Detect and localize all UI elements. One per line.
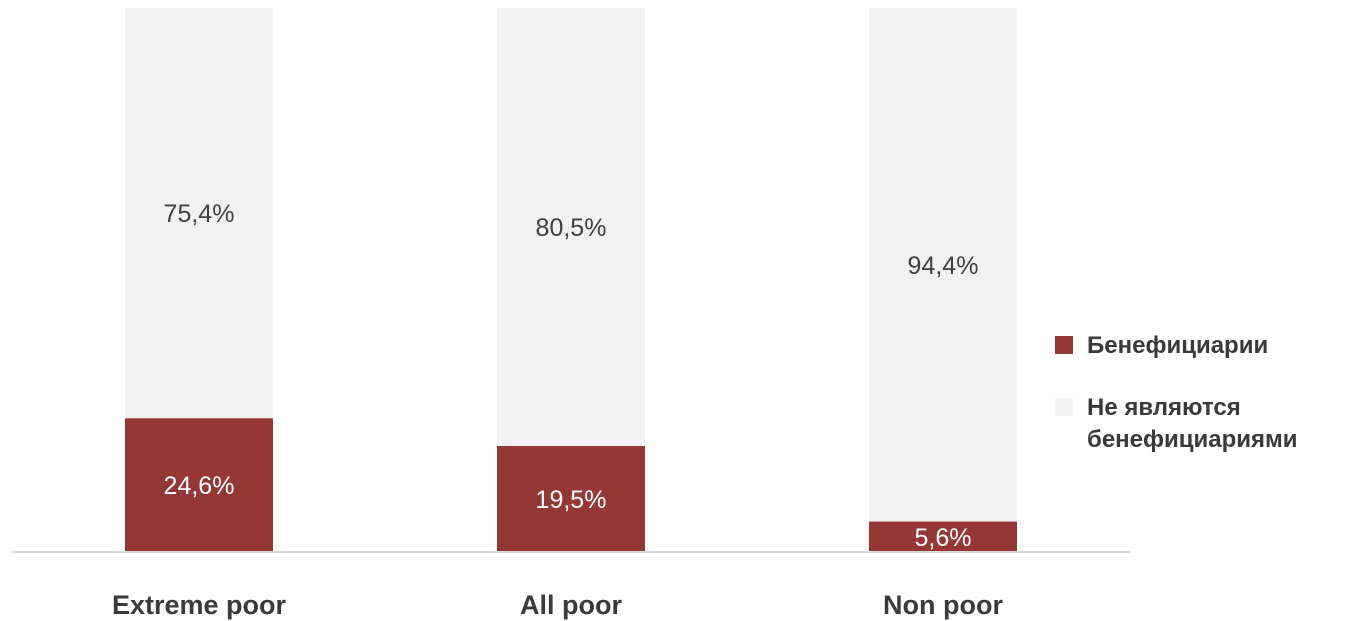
legend-item-non-beneficiaries: Не являются бенефициариями <box>1055 392 1345 456</box>
bar-segment-non-poor-non-beneficiaries <box>869 8 1017 522</box>
bar-segment-all-poor-beneficiaries <box>497 445 645 552</box>
category-label-non-poor: Non poor <box>883 590 1003 620</box>
bars-group <box>125 8 1017 552</box>
legend-swatch-non-beneficiaries <box>1055 398 1073 416</box>
bar-segment-extreme-poor-beneficiaries <box>125 418 273 552</box>
category-label-all-poor: All poor <box>520 590 622 620</box>
data-label-extreme-poor-non-beneficiaries: 75,4% <box>164 200 235 228</box>
data-label-non-poor-beneficiaries: 5,6% <box>915 524 972 552</box>
data-label-all-poor-non-beneficiaries: 80,5% <box>536 214 607 242</box>
bar-segment-all-poor-non-beneficiaries <box>497 8 645 446</box>
data-label-extreme-poor-beneficiaries: 24,6% <box>164 472 235 500</box>
legend-item-beneficiaries: Бенефициарии <box>1055 330 1345 362</box>
legend-label-non-beneficiaries: Не являются бенефициариями <box>1087 394 1298 453</box>
bar-segment-non-poor-beneficiaries <box>869 521 1017 552</box>
category-label-extreme-poor: Extreme poor <box>112 590 287 620</box>
legend-swatch-beneficiaries <box>1055 336 1073 354</box>
data-label-all-poor-beneficiaries: 19,5% <box>536 486 607 514</box>
legend-label-beneficiaries: Бенефициарии <box>1087 332 1269 359</box>
category-labels-group: Extreme poor All poor Non poor <box>112 590 1004 620</box>
bar-segment-extreme-poor-non-beneficiaries <box>125 8 273 419</box>
data-label-non-poor-non-beneficiaries: 94,4% <box>908 252 979 280</box>
legend: Бенефициарии Не являются бенефициариями <box>1055 330 1345 486</box>
value-labels-group: 24,6% 75,4% 19,5% 80,5% 5,6% 94,4% <box>164 200 979 552</box>
